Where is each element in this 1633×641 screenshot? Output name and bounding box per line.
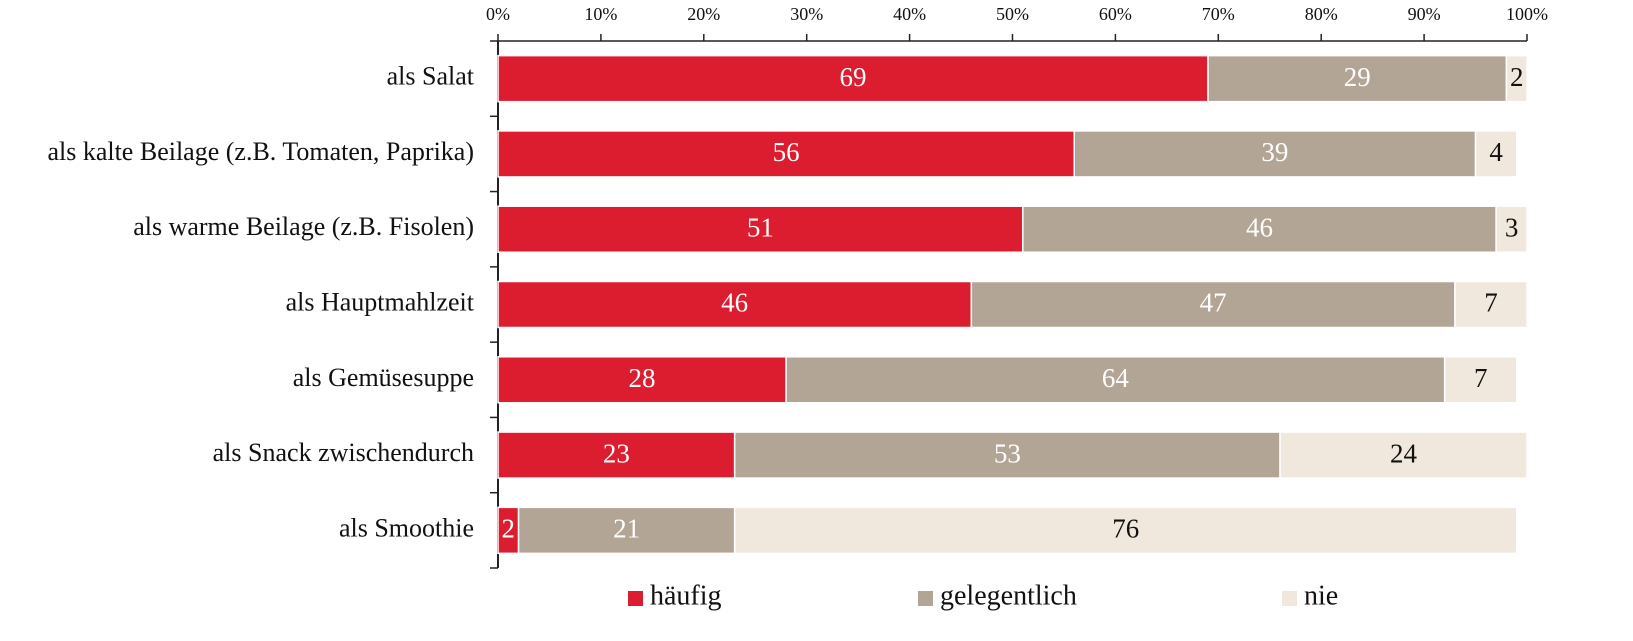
value-label: 7 bbox=[1484, 288, 1498, 318]
bar-segment bbox=[497, 130, 1075, 178]
value-label: 64 bbox=[1102, 363, 1130, 393]
bar-segment bbox=[497, 356, 787, 404]
value-label: 53 bbox=[994, 438, 1021, 468]
category-label: als Gemüsesuppe bbox=[293, 363, 474, 392]
bar-segment bbox=[1454, 280, 1528, 329]
value-label: 23 bbox=[603, 438, 630, 468]
category-label: als Snack zwischendurch bbox=[213, 438, 474, 467]
legend-swatch bbox=[628, 591, 643, 606]
legend-label: nie bbox=[1304, 580, 1338, 611]
value-label: 29 bbox=[1344, 62, 1371, 92]
value-label: 46 bbox=[721, 288, 748, 318]
value-label: 7 bbox=[1474, 363, 1488, 393]
value-label: 3 bbox=[1505, 212, 1519, 242]
category-label: als Smoothie bbox=[339, 513, 474, 542]
x-tick-label: 60% bbox=[1099, 4, 1132, 24]
legend-label: häufig bbox=[650, 580, 722, 611]
category-label: als warme Beilage (z.B. Fisolen) bbox=[133, 212, 474, 241]
bar-segment bbox=[1022, 205, 1497, 253]
bar-segment bbox=[1505, 54, 1528, 103]
x-tick-label: 70% bbox=[1202, 4, 1235, 24]
value-label: 21 bbox=[613, 514, 640, 544]
value-label: 51 bbox=[747, 212, 774, 242]
value-label: 24 bbox=[1390, 438, 1418, 468]
x-tick-label: 0% bbox=[486, 4, 510, 24]
value-label: 56 bbox=[773, 137, 800, 167]
bar-segment bbox=[1073, 130, 1477, 178]
x-tick-label: 20% bbox=[687, 4, 720, 24]
value-label: 47 bbox=[1200, 288, 1227, 318]
category-label: als Hauptmahlzeit bbox=[286, 287, 475, 316]
x-tick-label: 80% bbox=[1305, 4, 1338, 24]
bar-segment bbox=[785, 356, 1446, 404]
legend-swatch bbox=[1282, 591, 1297, 606]
bar-segment bbox=[1443, 356, 1518, 404]
bar-segment bbox=[1279, 431, 1528, 479]
value-label: 2 bbox=[502, 514, 516, 544]
value-label: 46 bbox=[1246, 212, 1273, 242]
value-label: 2 bbox=[1510, 62, 1524, 92]
x-tick-label: 100% bbox=[1506, 4, 1548, 24]
x-tick-label: 90% bbox=[1408, 4, 1441, 24]
legend-swatch bbox=[918, 591, 933, 606]
category-label: als Salat bbox=[387, 62, 475, 91]
bar-segment bbox=[733, 431, 1281, 479]
category-label: als kalte Beilage (z.B. Tomaten, Paprika… bbox=[47, 137, 474, 166]
bar-segment bbox=[517, 506, 736, 555]
bar-segment bbox=[1495, 205, 1528, 253]
x-tick-label: 50% bbox=[996, 4, 1029, 24]
x-tick-label: 40% bbox=[893, 4, 926, 24]
bar-segment bbox=[970, 280, 1456, 329]
bar-segment bbox=[497, 280, 973, 329]
value-label: 4 bbox=[1489, 137, 1503, 167]
x-tick-label: 10% bbox=[584, 4, 617, 24]
value-label: 28 bbox=[629, 363, 656, 393]
bar-segment bbox=[497, 431, 736, 479]
bar-segment bbox=[497, 205, 1024, 253]
value-label: 39 bbox=[1261, 137, 1288, 167]
value-label: 69 bbox=[840, 62, 867, 92]
bar-segment bbox=[1474, 130, 1518, 178]
value-label: 76 bbox=[1112, 514, 1139, 544]
x-tick-label: 30% bbox=[790, 4, 823, 24]
legend-label: gelegentlich bbox=[940, 580, 1077, 611]
bar-segment bbox=[733, 506, 1518, 555]
